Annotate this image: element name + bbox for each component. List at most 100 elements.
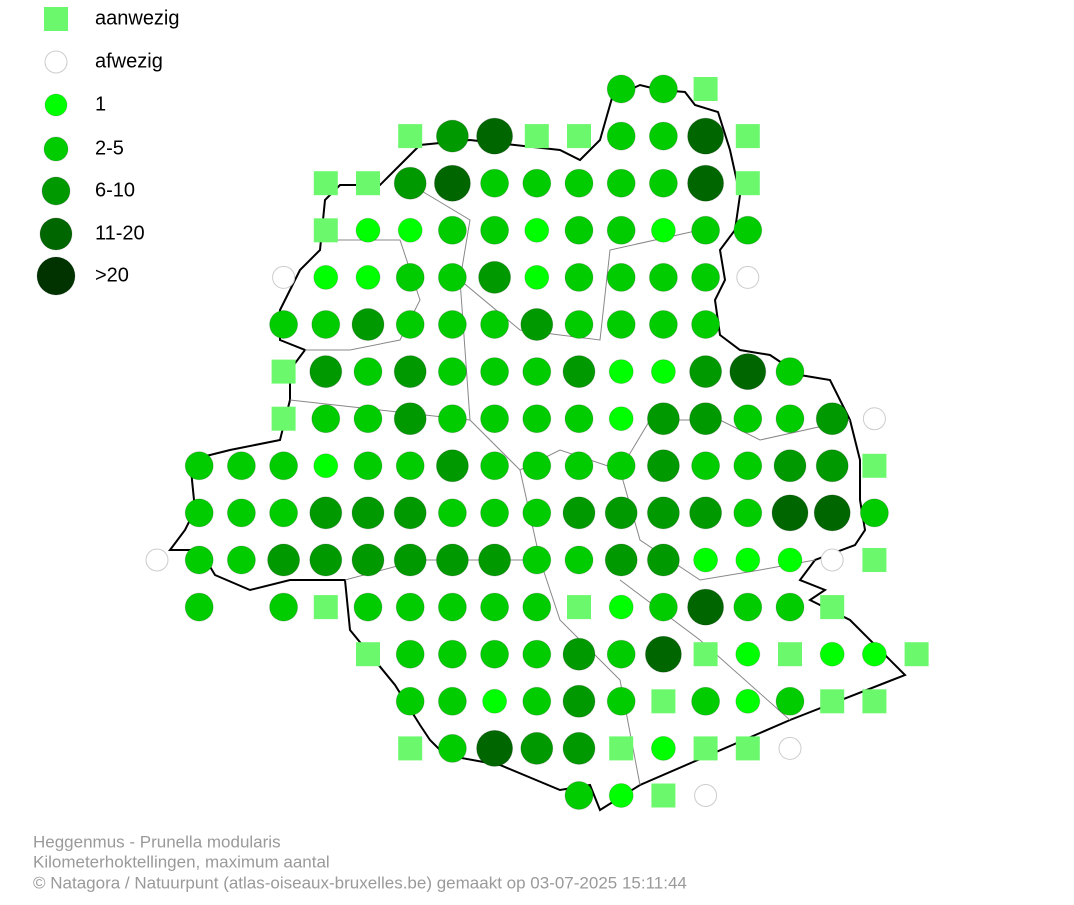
grid-cell: [775, 592, 805, 622]
grid-cell: [522, 545, 552, 575]
grid-cell: [437, 498, 467, 528]
legend-label: >20: [95, 264, 129, 286]
grid-cell: [355, 217, 381, 243]
grid-cell: [564, 262, 594, 292]
grid-cell: [815, 402, 849, 436]
legend-symbol: [44, 50, 68, 74]
legend-label: 11-20: [95, 222, 145, 244]
grid-cell: [480, 639, 510, 669]
grid-cell: [775, 404, 805, 434]
grid-cell: [355, 264, 381, 290]
grid-cell: [480, 498, 510, 528]
grid-cell: [398, 124, 423, 149]
grid-cell: [478, 543, 512, 577]
grid-cell: [524, 264, 550, 290]
footer-line: Kilometerhoktellingen, maximum aantal: [33, 852, 330, 871]
grid-cell: [480, 357, 510, 387]
grid-cell: [564, 310, 594, 339]
grid-cell: [693, 642, 718, 667]
grid-cell: [522, 498, 552, 528]
grid-cell: [648, 592, 678, 622]
grid-cell: [480, 310, 510, 339]
grid-cell: [562, 684, 596, 718]
grid-cell: [646, 449, 680, 483]
grid-cell: [689, 402, 723, 436]
grid-cell: [648, 121, 678, 151]
grid-cell: [269, 451, 299, 481]
grid-cell: [862, 689, 887, 714]
grid-cell: [184, 498, 214, 528]
grid-cell: [395, 262, 425, 292]
grid-cell: [735, 736, 760, 761]
grid-cell: [437, 215, 467, 245]
grid-cell: [184, 545, 214, 575]
grid-cell: [820, 689, 845, 714]
footer-line: © Natagora / Natuurpunt (atlas-oiseaux-b…: [33, 873, 687, 892]
grid-cell: [775, 357, 805, 387]
grid-cell: [564, 545, 594, 575]
grid-cell: [687, 588, 725, 626]
grid-cell: [313, 171, 338, 196]
grid-cell: [522, 592, 552, 622]
grid-cell: [482, 688, 508, 714]
grid-cell: [313, 218, 338, 243]
grid-cell: [733, 451, 763, 481]
grid-cell: [269, 592, 299, 622]
grid-cell: [480, 451, 510, 481]
grid-cell: [691, 215, 721, 245]
grid-cell: [435, 119, 469, 153]
grid-cell: [606, 639, 636, 669]
grid-cell: [813, 494, 851, 532]
grid-cell: [693, 547, 719, 573]
grid-cell: [689, 496, 723, 530]
grid-cell: [646, 496, 680, 530]
grid-cell: [562, 355, 596, 389]
grid-cell: [604, 496, 638, 530]
grid-cell: [480, 168, 510, 198]
grid-cell: [395, 686, 425, 716]
grid-cell: [393, 355, 427, 389]
grid-cell: [691, 686, 721, 716]
grid-cell: [691, 451, 721, 481]
grid-cell: [524, 217, 550, 243]
grid-cell: [437, 404, 467, 434]
grid-cell: [650, 217, 676, 243]
grid-cell: [862, 407, 886, 431]
grid-cell: [522, 686, 552, 716]
legend-label: 2-5: [95, 137, 124, 159]
grid-cell: [184, 592, 214, 622]
grid-cell: [859, 498, 889, 528]
grid-cell: [606, 121, 636, 151]
grid-cell: [609, 736, 634, 761]
grid-cell: [435, 449, 469, 483]
grid-cell: [272, 265, 296, 289]
grid-cell: [226, 545, 256, 575]
grid-cell: [437, 262, 467, 292]
grid-cell: [648, 74, 678, 104]
grid-cell: [476, 117, 514, 155]
grid-cell: [771, 494, 809, 532]
grid-cell: [267, 543, 301, 577]
grid-cell: [393, 166, 427, 200]
grid-cell: [226, 451, 256, 481]
grid-cell: [564, 215, 594, 245]
grid-cell: [271, 359, 296, 384]
grid-cell: [480, 404, 510, 434]
grid-cell: [397, 217, 423, 243]
grid-cell: [395, 310, 425, 339]
legend-symbol: [41, 176, 71, 206]
grid-cell: [651, 689, 676, 714]
grid-cell: [733, 215, 763, 245]
legend-symbol: [36, 256, 76, 296]
grid-cell: [651, 783, 676, 808]
grid-cell: [733, 498, 763, 528]
grid-cell: [608, 783, 634, 808]
grid-cell: [564, 404, 594, 434]
legend-label: aanwezig: [95, 7, 180, 29]
grid-cell: [356, 171, 380, 196]
grid-cell: [393, 543, 427, 577]
grid-cell: [562, 637, 596, 671]
grid-cell: [269, 310, 299, 339]
legend-symbol: [39, 217, 73, 251]
grid-cell: [775, 686, 805, 716]
